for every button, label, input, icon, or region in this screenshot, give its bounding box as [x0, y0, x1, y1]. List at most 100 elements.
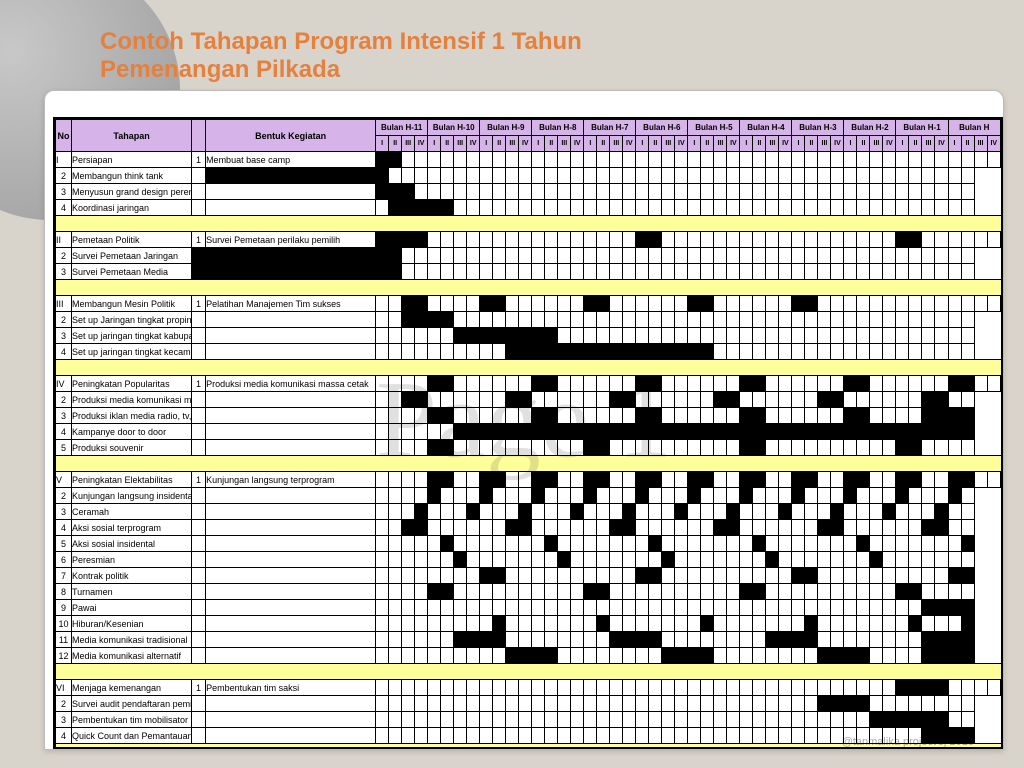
gantt-cell: [844, 168, 857, 184]
header-week: III: [818, 136, 831, 152]
gantt-cell: [727, 600, 740, 616]
header-month: Bulan H-1: [896, 120, 948, 136]
gantt-cell: [623, 600, 636, 616]
gantt-cell: [844, 344, 857, 360]
gantt-cell: [610, 632, 623, 648]
gantt-cell: [571, 312, 584, 328]
gantt-cell: [909, 568, 922, 584]
gantt-cell: [844, 600, 857, 616]
gantt-cell: [675, 248, 688, 264]
gantt-cell: [740, 264, 753, 280]
gantt-cell: [870, 424, 883, 440]
gantt-cell: [545, 504, 558, 520]
gantt-row: 9Pawai: [56, 600, 1001, 616]
gantt-cell: [206, 712, 376, 728]
header-month: Bulan H-6: [636, 120, 688, 136]
gantt-cell: [675, 504, 688, 520]
gantt-cell: [792, 504, 805, 520]
gantt-cell: [584, 568, 597, 584]
gantt-cell: [519, 312, 532, 328]
gantt-cell: [883, 632, 896, 648]
gantt-cell: [805, 600, 818, 616]
gantt-cell: [545, 376, 558, 392]
gantt-cell: [818, 408, 831, 424]
gantt-cell: [831, 264, 844, 280]
activity-name: Pembentukan tim mobilisator: [72, 712, 192, 728]
gantt-cell: [727, 152, 740, 168]
gantt-cell: [584, 600, 597, 616]
gantt-cell: [740, 168, 753, 184]
gantt-cell: [597, 520, 610, 536]
gantt-cell: [597, 680, 610, 696]
activity-num: 3: [56, 504, 72, 520]
gantt-cell: [506, 248, 519, 264]
gantt-cell: [206, 616, 376, 632]
gantt-cell: [766, 424, 779, 440]
gantt-cell: [792, 296, 805, 312]
gantt-cell: [883, 344, 896, 360]
gantt-cell: [870, 536, 883, 552]
gantt-cell: [649, 328, 662, 344]
gantt-cell: [467, 328, 480, 344]
gantt-cell: [441, 600, 454, 616]
gantt-cell: [610, 440, 623, 456]
gantt-cell: [597, 392, 610, 408]
gantt-cell: [805, 168, 818, 184]
gantt-cell: [909, 168, 922, 184]
gantt-cell: [623, 232, 636, 248]
gantt-cell: [441, 568, 454, 584]
gantt-cell: [206, 264, 376, 280]
gantt-cell: [870, 504, 883, 520]
gantt-cell: [519, 376, 532, 392]
gantt-cell: [727, 184, 740, 200]
gantt-cell: [766, 584, 779, 600]
header-week: II: [857, 136, 870, 152]
gantt-cell: [597, 584, 610, 600]
gantt-cell: [792, 520, 805, 536]
gantt-cell: [766, 296, 779, 312]
gantt-cell: [961, 408, 974, 424]
gantt-cell: [623, 488, 636, 504]
activity-name: Aksi sosial terprogram: [72, 520, 192, 536]
gantt-cell: [506, 392, 519, 408]
gantt-cell: [909, 152, 922, 168]
gantt-cell: [206, 728, 376, 744]
gantt-cell: [584, 200, 597, 216]
gantt-cell: [480, 552, 493, 568]
gantt-cell: [428, 536, 441, 552]
gantt-cell: [909, 424, 922, 440]
gantt-cell: [961, 536, 974, 552]
header-month: Bulan H: [948, 120, 1000, 136]
gantt-cell: [389, 616, 402, 632]
gantt-cell: [714, 408, 727, 424]
header-bentuk: Bentuk Kegiatan: [206, 120, 376, 152]
header-week: IV: [519, 136, 532, 152]
gantt-cell: [779, 168, 792, 184]
gantt-cell: [389, 712, 402, 728]
gantt-cell: [675, 232, 688, 248]
gantt-cell: [792, 600, 805, 616]
gantt-cell: [506, 504, 519, 520]
gantt-cell: [467, 696, 480, 712]
gantt-cell: [870, 168, 883, 184]
gantt-cell: [636, 536, 649, 552]
gantt-cell: [558, 600, 571, 616]
gantt-cell: [909, 376, 922, 392]
gantt-cell: [623, 632, 636, 648]
gantt-cell: [467, 248, 480, 264]
gantt-cell: [636, 232, 649, 248]
gantt-cell: [649, 152, 662, 168]
gantt-cell: [883, 568, 896, 584]
gantt-cell: [402, 440, 415, 456]
gantt-cell: [402, 408, 415, 424]
gantt-cell: [428, 552, 441, 568]
activity-num: 5: [56, 440, 72, 456]
gantt-cell: [506, 344, 519, 360]
gantt-cell: [870, 232, 883, 248]
gantt-cell: [206, 392, 376, 408]
gantt-cell: [480, 648, 493, 664]
gantt-cell: [844, 152, 857, 168]
gantt-cell: [935, 568, 948, 584]
gantt-cell: [467, 344, 480, 360]
gantt-cell: [545, 312, 558, 328]
